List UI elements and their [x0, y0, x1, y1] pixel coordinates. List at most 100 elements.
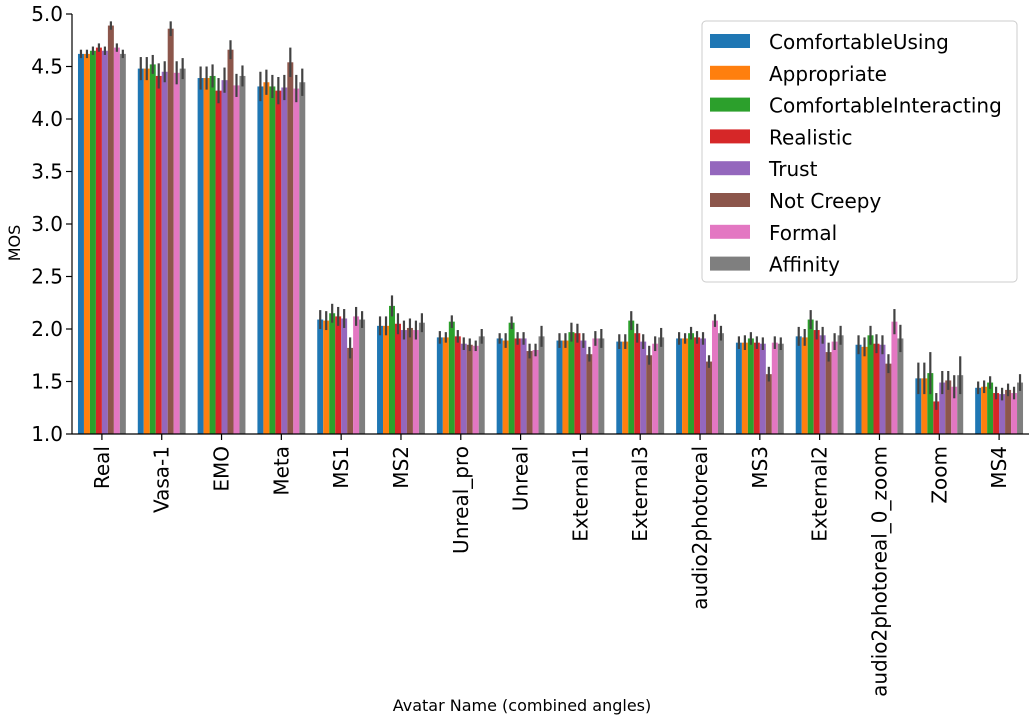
legend-swatch — [710, 129, 750, 144]
bar — [269, 86, 276, 434]
bar — [933, 401, 940, 434]
bar — [927, 373, 934, 434]
bar — [574, 333, 581, 434]
bar — [658, 337, 665, 434]
x-tick-label: EMO — [210, 446, 234, 492]
bar — [203, 78, 210, 435]
bar — [993, 393, 1000, 434]
bar — [765, 374, 772, 434]
bar — [975, 387, 982, 434]
y-tick-label: 4.5 — [31, 55, 63, 79]
bar — [155, 75, 162, 434]
bar — [95, 47, 102, 434]
bar — [209, 75, 216, 434]
x-tick-label: Unreal_pro — [449, 446, 473, 554]
bar — [867, 335, 874, 434]
legend-swatch — [710, 224, 750, 239]
bar — [448, 321, 455, 434]
legend-label: ComfortableUsing — [769, 30, 949, 54]
bar — [682, 338, 689, 434]
legend-swatch — [710, 161, 750, 176]
bar — [532, 350, 539, 434]
legend-label: ComfortableInteracting — [769, 94, 1002, 118]
bar — [688, 333, 695, 434]
bar-area — [77, 25, 1024, 435]
bar — [987, 382, 994, 434]
y-tick-label: 1.5 — [31, 370, 63, 394]
bar — [335, 316, 342, 434]
bar — [706, 361, 712, 434]
bar — [568, 332, 575, 434]
bar — [502, 340, 509, 434]
bar — [873, 343, 880, 434]
bar — [263, 82, 270, 434]
bar — [317, 319, 324, 434]
bar — [855, 344, 862, 434]
bar — [77, 53, 84, 435]
y-tick-label: 3.0 — [31, 212, 63, 236]
bar — [921, 378, 928, 434]
bar — [257, 86, 264, 434]
bar — [161, 71, 168, 434]
bar — [466, 344, 473, 434]
error-bar-area — [79, 21, 1022, 410]
bar — [957, 375, 964, 434]
bar — [538, 336, 545, 434]
bar — [508, 322, 515, 434]
bar — [753, 342, 760, 434]
x-tick-label: Vasa-1 — [150, 446, 174, 513]
legend-swatch — [710, 65, 750, 80]
bar — [406, 327, 413, 434]
bar — [580, 340, 587, 434]
bar — [83, 53, 90, 435]
y-tick-label: 3.5 — [31, 160, 63, 184]
bar — [759, 343, 766, 434]
bar — [951, 386, 958, 434]
y-tick-label: 2.0 — [31, 317, 63, 341]
bar — [700, 338, 707, 434]
bar — [592, 338, 599, 434]
bar — [496, 338, 503, 434]
bar — [640, 341, 647, 434]
legend-items: ComfortableUsing Appropriate ComfortableIn… — [710, 30, 1002, 277]
bar — [813, 330, 820, 434]
bar — [149, 64, 156, 435]
legend-swatch — [710, 256, 750, 271]
bar — [747, 338, 754, 434]
bar — [353, 316, 360, 434]
legend-label: Trust — [768, 157, 818, 181]
bar — [281, 87, 288, 434]
bar — [891, 321, 898, 434]
bar — [454, 336, 461, 434]
bar — [819, 335, 826, 434]
bar — [197, 78, 204, 435]
x-tick-label: External1 — [568, 446, 592, 542]
bar — [215, 90, 222, 435]
bar — [359, 319, 366, 434]
bar — [1005, 389, 1012, 434]
bar — [418, 322, 425, 434]
legend-swatch — [710, 97, 750, 112]
bar — [167, 28, 174, 434]
legend: ComfortableUsing Appropriate ComfortableIn… — [701, 20, 1018, 283]
bar — [622, 341, 629, 434]
bar — [735, 342, 742, 434]
bar — [837, 335, 844, 434]
bar — [652, 343, 659, 434]
bar — [616, 341, 623, 434]
bar — [514, 338, 521, 434]
x-tick-label: Zoom — [927, 446, 951, 504]
bar — [556, 340, 563, 434]
x-tick-label: audio2photoreal — [688, 446, 712, 610]
bar — [562, 340, 569, 434]
bar — [460, 343, 467, 434]
bar — [107, 25, 114, 435]
bar — [795, 336, 802, 434]
bar — [400, 330, 407, 434]
y-tick-label: 5.0 — [31, 2, 63, 26]
bar — [1011, 393, 1018, 434]
legend-label: Affinity — [769, 253, 840, 277]
bar — [101, 50, 108, 434]
y-tick-label: 2.5 — [31, 265, 63, 289]
